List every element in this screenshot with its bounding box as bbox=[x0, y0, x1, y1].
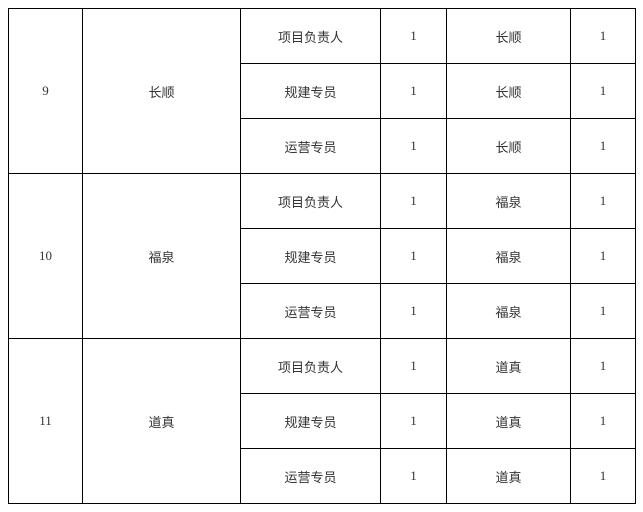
count-b-cell: 1 bbox=[571, 394, 636, 449]
role-cell: 规建专员 bbox=[241, 394, 381, 449]
index-cell: 9 bbox=[9, 9, 83, 174]
site-cell: 长顺 bbox=[447, 64, 571, 119]
table-body: 9 长顺 项目负责人 1 长顺 1 规建专员 1 长顺 1 运营专员 1 长顺 … bbox=[9, 9, 636, 504]
role-cell: 运营专员 bbox=[241, 449, 381, 504]
site-cell: 长顺 bbox=[447, 9, 571, 64]
count-a-cell: 1 bbox=[381, 9, 447, 64]
table-row: 10 福泉 项目负责人 1 福泉 1 bbox=[9, 174, 636, 229]
site-cell: 长顺 bbox=[447, 119, 571, 174]
site-cell: 道真 bbox=[447, 449, 571, 504]
count-b-cell: 1 bbox=[571, 64, 636, 119]
count-a-cell: 1 bbox=[381, 394, 447, 449]
site-cell: 福泉 bbox=[447, 174, 571, 229]
role-cell: 规建专员 bbox=[241, 229, 381, 284]
count-b-cell: 1 bbox=[571, 174, 636, 229]
count-a-cell: 1 bbox=[381, 284, 447, 339]
role-cell: 项目负责人 bbox=[241, 9, 381, 64]
role-cell: 项目负责人 bbox=[241, 339, 381, 394]
count-a-cell: 1 bbox=[381, 229, 447, 284]
location-cell: 长顺 bbox=[83, 9, 241, 174]
count-a-cell: 1 bbox=[381, 339, 447, 394]
index-cell: 10 bbox=[9, 174, 83, 339]
data-table: 9 长顺 项目负责人 1 长顺 1 规建专员 1 长顺 1 运营专员 1 长顺 … bbox=[8, 8, 636, 504]
count-a-cell: 1 bbox=[381, 64, 447, 119]
count-a-cell: 1 bbox=[381, 174, 447, 229]
site-cell: 福泉 bbox=[447, 284, 571, 339]
count-a-cell: 1 bbox=[381, 119, 447, 174]
table-row: 11 道真 项目负责人 1 道真 1 bbox=[9, 339, 636, 394]
role-cell: 运营专员 bbox=[241, 119, 381, 174]
table-row: 9 长顺 项目负责人 1 长顺 1 bbox=[9, 9, 636, 64]
count-b-cell: 1 bbox=[571, 284, 636, 339]
role-cell: 运营专员 bbox=[241, 284, 381, 339]
count-a-cell: 1 bbox=[381, 449, 447, 504]
role-cell: 规建专员 bbox=[241, 64, 381, 119]
count-b-cell: 1 bbox=[571, 449, 636, 504]
location-cell: 福泉 bbox=[83, 174, 241, 339]
count-b-cell: 1 bbox=[571, 339, 636, 394]
count-b-cell: 1 bbox=[571, 9, 636, 64]
site-cell: 道真 bbox=[447, 339, 571, 394]
index-cell: 11 bbox=[9, 339, 83, 504]
role-cell: 项目负责人 bbox=[241, 174, 381, 229]
site-cell: 福泉 bbox=[447, 229, 571, 284]
count-b-cell: 1 bbox=[571, 229, 636, 284]
site-cell: 道真 bbox=[447, 394, 571, 449]
location-cell: 道真 bbox=[83, 339, 241, 504]
count-b-cell: 1 bbox=[571, 119, 636, 174]
